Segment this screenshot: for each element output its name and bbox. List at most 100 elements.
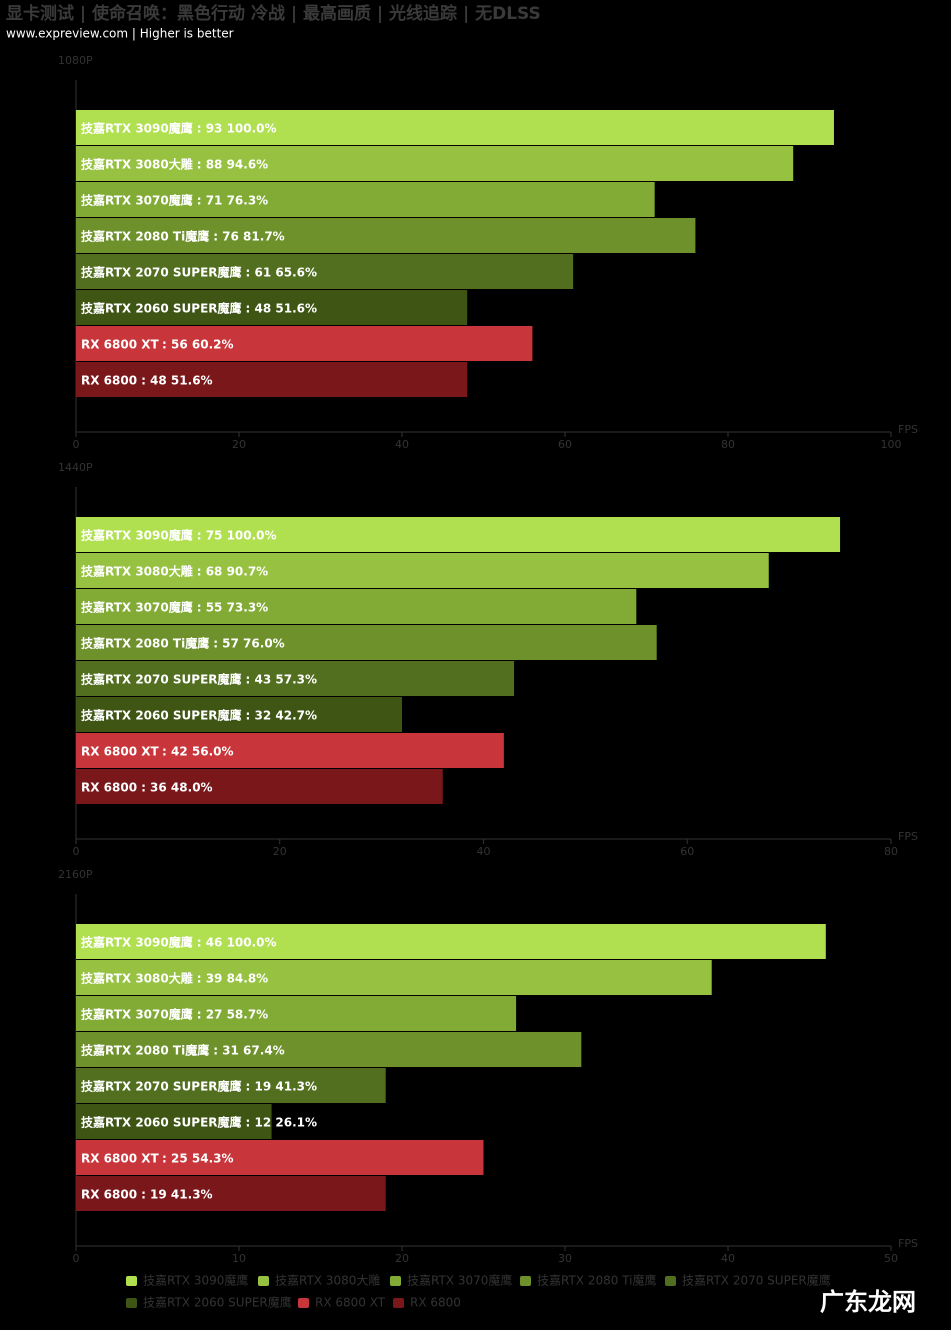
bar xyxy=(76,697,402,732)
bar-label: 技嘉RTX 2080 Ti魔鹰: 76 81.7% xyxy=(81,228,285,243)
bar-name: 技嘉RTX 2060 SUPER魔鹰 xyxy=(81,1114,242,1129)
bar-name: 技嘉RTX 2060 SUPER魔鹰 xyxy=(81,707,242,722)
value-label: : 76 81.7% xyxy=(213,229,284,243)
bar xyxy=(76,146,794,181)
bar-label: 技嘉RTX 3090魔鹰: 93 100.0% xyxy=(81,120,277,135)
bar-label: RX 6800: 36 48.0% xyxy=(81,780,213,794)
bar xyxy=(76,362,468,397)
bar-name: 技嘉RTX 2080 Ti魔鹰 xyxy=(81,635,209,650)
bar-name: 技嘉RTX 3070魔鹰 xyxy=(81,1006,193,1021)
bar-name: RX 6800 XT xyxy=(81,744,159,758)
value-label: : 71 76.3% xyxy=(197,193,268,207)
bar xyxy=(76,1104,272,1139)
x-tick-label: 50 xyxy=(884,1252,898,1265)
bar xyxy=(76,924,826,959)
bar xyxy=(76,517,841,552)
legend-swatch xyxy=(393,1298,404,1308)
value-label: : 39 84.8% xyxy=(197,971,268,985)
x-tick-label: 40 xyxy=(477,845,491,858)
x-tick-label: 30 xyxy=(558,1252,572,1265)
x-axis-title: FPS xyxy=(898,830,918,843)
bar-label: 技嘉RTX 2060 SUPER魔鹰 : 32 42.7% xyxy=(81,707,317,722)
value-label: : 19 41.3% xyxy=(246,1079,317,1093)
bar-label: 技嘉RTX 3090魔鹰 : 46 100.0% xyxy=(81,934,277,949)
bar-label: 技嘉RTX 3090魔鹰 : 75 100.0% xyxy=(81,527,277,542)
legend-swatch xyxy=(665,1276,676,1286)
bar-name: 技嘉RTX 3090魔鹰 xyxy=(81,120,193,135)
x-tick-label: 0 xyxy=(73,438,80,451)
bar xyxy=(76,110,834,145)
value-label: : 12 26.1% xyxy=(246,1115,317,1129)
bar-label: 技嘉RTX 2060 SUPER魔鹰: 48 51.6% xyxy=(81,300,317,315)
x-tick-label: 60 xyxy=(680,845,694,858)
bar xyxy=(76,625,657,660)
x-tick-label: 0 xyxy=(73,845,80,858)
bar-name: 技嘉RTX 2070 SUPER魔鹰 xyxy=(81,671,242,686)
value-label: : 75 100.0% xyxy=(197,528,277,542)
bar-label: 技嘉RTX 2080 Ti魔鹰: 31 67.4% xyxy=(81,1042,285,1057)
bar-name: 技嘉RTX 3090魔鹰 xyxy=(81,527,193,542)
value-label: : 31 67.4% xyxy=(213,1043,284,1057)
legend-swatch xyxy=(520,1276,531,1286)
legend-label: RX 6800 xyxy=(410,1296,461,1310)
bar-name: RX 6800 XT xyxy=(81,1151,159,1165)
legend-label: 技嘉RTX 2080 Ti魔鹰 xyxy=(537,1273,656,1288)
bar-label: 技嘉RTX 3070魔鹰 : 55 73.3% xyxy=(81,599,268,614)
bar-name: RX 6800 xyxy=(81,373,137,387)
bar-label: RX 6800 XT: 56 60.2% xyxy=(81,337,234,351)
x-tick-label: 40 xyxy=(395,438,409,451)
x-tick-label: 10 xyxy=(232,1252,246,1265)
bar xyxy=(76,182,655,217)
value-label: : 25 54.3% xyxy=(162,1151,233,1165)
bar xyxy=(76,1032,582,1067)
value-label: : 32 42.7% xyxy=(246,708,317,722)
bar-label: 技嘉RTX 2080 Ti魔鹰 : 57 76.0% xyxy=(81,635,285,650)
bar-label: RX 6800: 19 41.3% xyxy=(81,1187,213,1201)
legend-label: 技嘉RTX 3090魔鹰 xyxy=(143,1273,248,1288)
bar-label: 技嘉RTX 2070 SUPER魔鹰 : 19 41.3% xyxy=(81,1078,317,1093)
bar-name: 技嘉RTX 3070魔鹰 xyxy=(81,599,193,614)
legend-swatch xyxy=(390,1276,401,1286)
x-tick-label: 60 xyxy=(558,438,572,451)
bar xyxy=(76,661,515,696)
value-label: : 55 73.3% xyxy=(197,600,268,614)
bar-label: RX 6800: 48 51.6% xyxy=(81,373,213,387)
legend-label: 技嘉RTX 2070 SUPER魔鹰 xyxy=(682,1273,831,1288)
watermark: 广东龙网 xyxy=(820,1288,916,1316)
bar xyxy=(76,1140,484,1175)
bar xyxy=(76,589,637,624)
legend-swatch xyxy=(258,1276,269,1286)
bar-label: 技嘉RTX 3080大雕: 39 84.8% xyxy=(81,970,268,985)
bar xyxy=(76,1176,386,1211)
value-label: : 88 94.6% xyxy=(197,157,268,171)
bar-name: 技嘉RTX 2060 SUPER魔鹰 xyxy=(81,300,242,315)
bar-name: RX 6800 xyxy=(81,1187,137,1201)
bar-name: 技嘉RTX 3090魔鹰 xyxy=(81,934,193,949)
bar xyxy=(76,996,517,1031)
value-label: : 43 57.3% xyxy=(246,672,317,686)
bar xyxy=(76,326,533,361)
panel-label: 1440P xyxy=(58,461,93,474)
legend-label: RX 6800 XT xyxy=(315,1296,386,1310)
chart-title: 显卡测试 | 使命召唤：黑色行动 冷战 | 最高画质 | 光线追踪 | 无DLS… xyxy=(6,3,541,24)
bar xyxy=(76,960,712,995)
value-label: : 46 100.0% xyxy=(197,935,277,949)
bar xyxy=(76,218,696,253)
bar-label: 技嘉RTX 2070 SUPER魔鹰: 61 65.6% xyxy=(81,264,317,279)
bar xyxy=(76,733,504,768)
x-tick-label: 0 xyxy=(73,1252,80,1265)
x-tick-label: 20 xyxy=(395,1252,409,1265)
panel-label: 2160P xyxy=(58,868,93,881)
bar-name: RX 6800 xyxy=(81,780,137,794)
bar xyxy=(76,290,468,325)
subtitle: www.expreview.com | Higher is better xyxy=(6,27,234,41)
legend-swatch xyxy=(298,1298,309,1308)
bar-name: 技嘉RTX 2070 SUPER魔鹰 xyxy=(81,1078,242,1093)
x-axis-title: FPS xyxy=(898,1237,918,1250)
value-label: : 57 76.0% xyxy=(213,636,284,650)
value-label: : 68 90.7% xyxy=(197,564,268,578)
bar-label: RX 6800 XT: 25 54.3% xyxy=(81,1151,234,1165)
value-label: : 42 56.0% xyxy=(162,744,233,758)
